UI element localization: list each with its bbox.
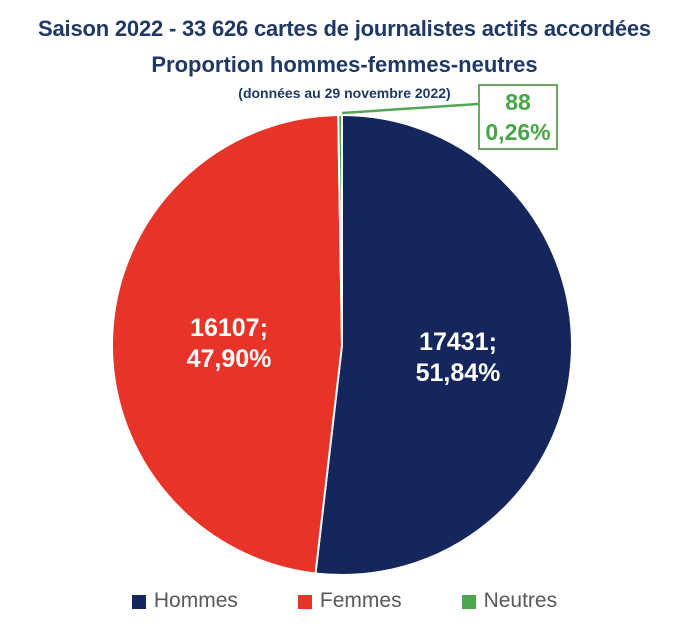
legend-item-femmes: Femmes <box>297 589 402 613</box>
legend-item-hommes: Hommes <box>131 589 238 613</box>
neutres-callout-percent: 0,26% <box>485 119 551 145</box>
neutres-callout-value: 88 <box>505 89 531 115</box>
pie-slices <box>111 113 573 576</box>
neutres-swatch-icon <box>461 595 476 609</box>
chart-subtitle: Proportion hommes-femmes-neutres <box>151 52 538 77</box>
legend-label-neutres: Neutres <box>483 589 558 612</box>
legend-label-femmes: Femmes <box>319 589 402 612</box>
neutres-callout-box: 88 0,26% <box>478 84 558 150</box>
callout-leader-line <box>341 102 479 115</box>
pie-slice-femmes <box>111 114 343 575</box>
hommes-swatch-icon <box>131 595 146 609</box>
legend-label-hommes: Hommes <box>153 589 238 612</box>
pie-slice-hommes <box>314 114 573 576</box>
femmes-swatch-icon <box>297 595 312 609</box>
pie-slice-neutres <box>337 113 343 346</box>
legend-item-neutres: Neutres <box>461 589 558 613</box>
chart-title: Saison 2022 - 33 626 cartes de journalis… <box>38 16 651 41</box>
legend: Hommes Femmes Neutres <box>0 589 689 613</box>
chart-date-note: (données au 29 novembre 2022) <box>238 85 451 101</box>
